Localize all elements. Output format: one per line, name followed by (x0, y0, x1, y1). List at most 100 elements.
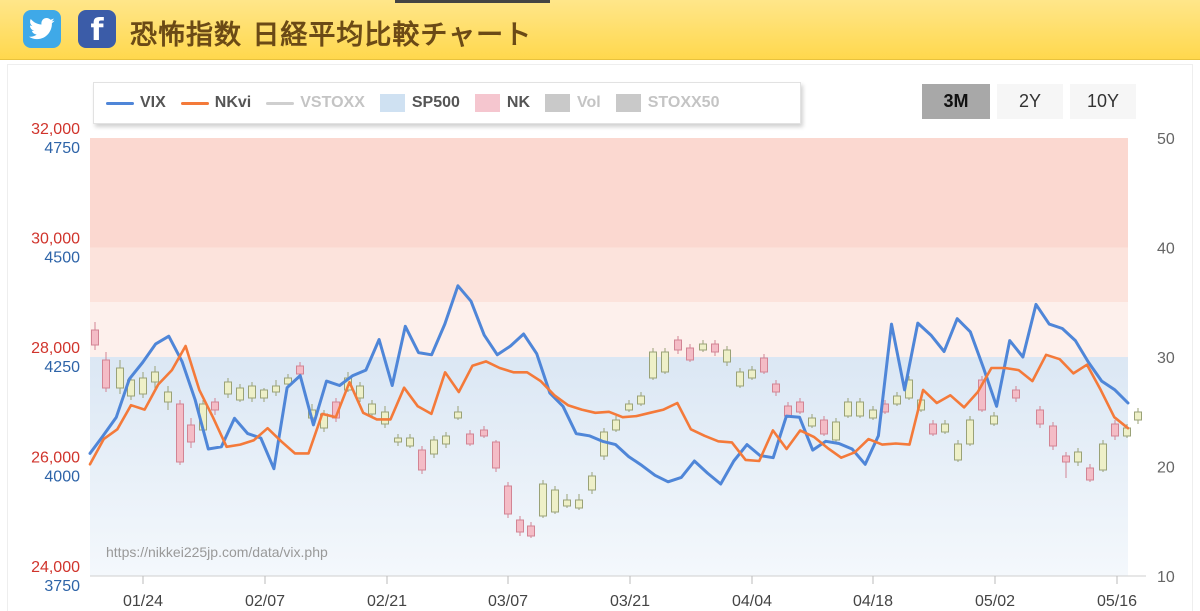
zone-high (90, 247, 1128, 303)
candle (224, 378, 232, 398)
legend-item-vstoxx[interactable]: VSTOXX (266, 94, 365, 112)
candle (736, 368, 744, 388)
candle (674, 336, 682, 354)
candle-body (674, 339, 682, 351)
candle-body (296, 365, 304, 375)
candle (91, 322, 99, 350)
page-title: 恐怖指数 日経平均比較チャート (130, 20, 533, 51)
candle (454, 406, 462, 420)
candle-body (661, 351, 669, 373)
candle (516, 516, 524, 536)
legend-swatch (106, 101, 134, 105)
candle (808, 414, 816, 428)
candle-body (784, 405, 792, 417)
candle (966, 416, 974, 446)
candle (575, 494, 583, 510)
candle (954, 440, 962, 462)
legend-item-nk[interactable]: NK (474, 94, 530, 112)
candle-body (699, 343, 707, 351)
candle-body (236, 387, 244, 401)
candle (381, 406, 389, 428)
candle-body (869, 409, 877, 419)
range-button-10y[interactable]: 10Y (1070, 84, 1136, 119)
candle-body (430, 439, 438, 455)
candle-body (637, 395, 645, 405)
candle (504, 482, 512, 518)
candle (1086, 464, 1094, 482)
x-axis-tick: 01/24 (123, 593, 163, 610)
candle-body (102, 359, 110, 389)
twitter-share-button[interactable] (23, 10, 61, 48)
candle-body (381, 411, 389, 425)
vix-axis-tick: 40 (1157, 241, 1175, 258)
candle-body (176, 403, 184, 463)
source-url-watermark: https://nikkei225jp.com/data/vix.php (106, 544, 328, 560)
legend-item-sp500[interactable]: SP500 (379, 94, 460, 112)
legend-item-nkvi[interactable]: NKvi (180, 94, 251, 112)
candle-body (492, 441, 500, 469)
candle-body (1036, 409, 1044, 425)
candle-body (1123, 427, 1131, 437)
facebook-share-button[interactable]: f (78, 10, 116, 48)
candle (236, 384, 244, 402)
legend-swatch (379, 94, 405, 112)
candle-body (211, 401, 219, 411)
chart-legend: VIX NKvi VSTOXX SP500 NK Vol STOXX50 (93, 82, 801, 124)
candle (1049, 422, 1057, 450)
candle-body (116, 367, 124, 389)
candle-body (539, 483, 547, 517)
legend-item-vol[interactable]: Vol (545, 94, 601, 112)
candle-body (990, 415, 998, 425)
candle (394, 434, 402, 446)
candle (929, 420, 937, 436)
candle-body (711, 343, 719, 353)
range-button-2y[interactable]: 2Y (997, 84, 1063, 119)
candle (869, 406, 877, 420)
candle-body (893, 395, 901, 405)
range-button-3m[interactable]: 3M (922, 84, 990, 119)
legend-item-vix[interactable]: VIX (106, 94, 166, 112)
candle (248, 382, 256, 402)
candle (1134, 408, 1142, 424)
candle (284, 374, 292, 386)
candle-body (736, 371, 744, 387)
candle-body (466, 433, 474, 445)
x-axis-tick: 04/18 (853, 593, 893, 610)
candle-body (588, 475, 596, 491)
sp-axis-tick: 3750 (44, 578, 80, 595)
candle-body (760, 357, 768, 373)
candle-body (832, 421, 840, 441)
nk-axis-tick: 26,000 (31, 450, 80, 467)
candle-body (575, 499, 583, 509)
fear-zones (90, 138, 1128, 576)
series-line-vix (88, 284, 1130, 486)
candle (588, 472, 596, 494)
x-axis-tick: 05/16 (1097, 593, 1137, 610)
candle (480, 426, 488, 438)
candle (760, 354, 768, 374)
candle (368, 400, 376, 418)
series-line-nkvi (88, 344, 1130, 466)
legend-item-stoxx50[interactable]: STOXX50 (615, 94, 719, 112)
candle-body (394, 437, 402, 443)
candle-body (723, 349, 731, 363)
candle (941, 420, 949, 434)
candle (748, 366, 756, 380)
candle (406, 434, 414, 448)
candle-body (941, 423, 949, 433)
candle-body (527, 525, 535, 537)
candle-body (272, 385, 280, 393)
chart-axes: 32,000 4750 50 30,000 4500 40 28,000 4250 30 26,0… (31, 121, 1175, 610)
candle (102, 352, 110, 392)
x-axis-tick: 02/21 (367, 593, 407, 610)
candle (211, 398, 219, 415)
candle-body (504, 485, 512, 515)
candle (893, 392, 901, 406)
candle-body (248, 385, 256, 399)
series-lines (88, 284, 1130, 486)
facebook-f-icon: f (90, 13, 104, 48)
x-axis-tick: 03/21 (610, 593, 650, 610)
header-bar: f 恐怖指数 日経平均比較チャート (0, 0, 1200, 60)
candle (649, 348, 657, 380)
